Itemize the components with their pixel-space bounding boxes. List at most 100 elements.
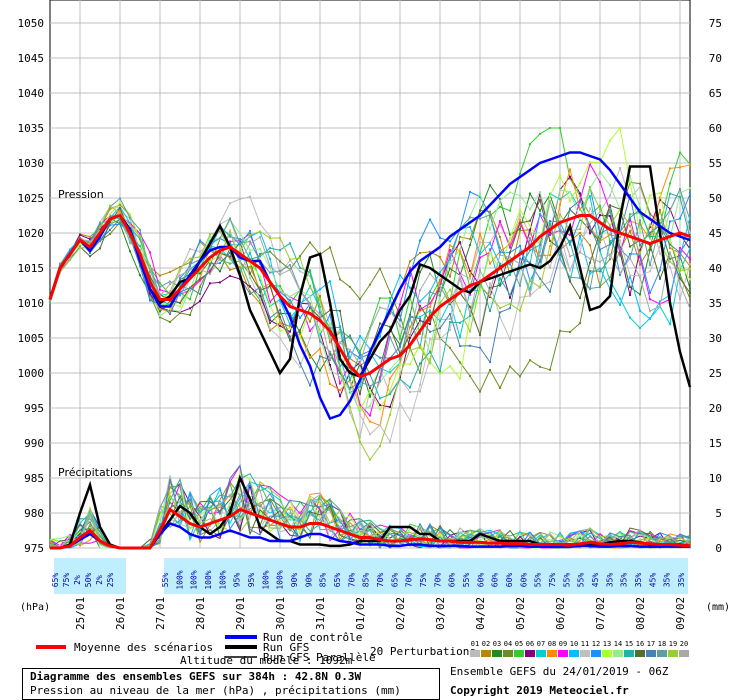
right-tick-label: 35 — [709, 297, 722, 310]
pressure-label: Pression — [58, 188, 104, 201]
perturbation-point — [379, 335, 381, 338]
perturbation-number: 01 — [471, 640, 479, 648]
perturbation-point — [319, 298, 321, 301]
precip-prob-label: 100% — [190, 570, 199, 589]
date-label: 07/02 — [594, 597, 607, 630]
perturbation-point — [619, 254, 621, 257]
perturbation-point — [649, 309, 651, 312]
perturbation-point — [389, 297, 391, 299]
perturbation-point — [169, 321, 171, 323]
perturbation-point — [649, 223, 651, 226]
perturbation-number: 11 — [581, 640, 589, 648]
perturbation-point — [279, 289, 281, 292]
perturbation-point — [199, 279, 201, 282]
perturbation-point — [179, 270, 181, 273]
perturbation-point — [229, 256, 231, 259]
perturbation-point — [629, 257, 631, 260]
perturbation-point — [229, 274, 231, 277]
precip-prob-label: 70% — [347, 573, 356, 588]
perturbation-point — [609, 233, 611, 236]
perturbation-point — [359, 298, 361, 301]
perturbation-point — [69, 257, 71, 260]
perturbation-point — [589, 163, 591, 166]
perturbation-point — [579, 199, 581, 202]
perturbation-point — [119, 197, 121, 200]
perturbation-point — [369, 373, 371, 376]
perturbation-point — [309, 286, 311, 289]
perturbation-point — [399, 337, 401, 340]
plot-background — [49, 0, 691, 549]
right-tick-label: 20 — [709, 402, 722, 415]
perturbation-point — [169, 302, 171, 305]
perturbation-point — [269, 329, 271, 332]
perturbation-point — [499, 206, 501, 208]
perturbation-point — [179, 293, 181, 296]
control-pressure-line — [48, 151, 691, 421]
perturbation-point — [319, 313, 321, 316]
perturbation-point — [229, 268, 231, 271]
perturbation-number: 18 — [658, 640, 666, 648]
perturbation-point — [429, 309, 431, 312]
perturbation-point — [319, 340, 321, 343]
perturbation-point — [299, 290, 301, 292]
perturbation-point — [619, 272, 621, 275]
precip-prob-label: 35% — [605, 573, 614, 588]
date-axis: 25/01 26/01 27/01 28/01 29/01 30/01 31/01 01/02… — [74, 597, 687, 630]
perturbation-point — [359, 392, 361, 395]
precip-prob-label: 70% — [405, 573, 414, 588]
perturbation-point — [499, 251, 501, 254]
perturbation-number: 05 — [515, 640, 523, 648]
right-tick-label: 75 — [709, 17, 722, 30]
precip-prob-label: 65% — [333, 573, 342, 588]
perturbation-point — [339, 325, 341, 328]
perturbation-point — [609, 276, 611, 279]
perturbation-point — [539, 365, 541, 368]
perturbation-point — [419, 315, 421, 318]
perturbation-point — [379, 322, 381, 325]
perturbation-point — [279, 316, 281, 318]
perturbation-point — [479, 290, 481, 292]
perturbation-point — [529, 261, 531, 264]
perturbation-number: 16 — [636, 640, 644, 648]
perturbation-point — [539, 212, 541, 215]
perturbation-point — [309, 306, 311, 309]
perturbation-point — [569, 233, 571, 236]
perturbation-point — [339, 309, 341, 312]
legend-control-label: Run de contrôle — [263, 631, 362, 644]
precip-prob-label: 35% — [634, 573, 643, 588]
perturbation-point — [689, 231, 691, 234]
perturbation-point — [469, 244, 471, 247]
perturbation-color-swatch — [668, 650, 678, 657]
perturbation-point — [229, 235, 231, 238]
perturbation-point — [359, 413, 361, 416]
footer-run-info: Ensemble GEFS du 24/01/2019 - 06Z — [450, 665, 669, 678]
perturbation-point — [499, 199, 501, 202]
perturbation-point — [259, 286, 261, 289]
perturbation-point — [329, 353, 331, 355]
perturbation-point — [469, 226, 471, 228]
perturbation-point — [599, 231, 601, 234]
precip-prob-label: 100% — [276, 570, 285, 589]
perturbation-point — [579, 243, 581, 246]
perturbation-point — [519, 244, 521, 247]
perturbation-point — [359, 350, 361, 353]
perturbation-point — [389, 371, 391, 374]
date-label: 27/01 — [154, 597, 167, 630]
precip-prob-label: 75% — [548, 573, 557, 588]
perturbation-point — [379, 367, 381, 370]
perturbation-point — [239, 247, 241, 250]
perturbation-point — [459, 278, 461, 281]
perturbation-point — [259, 236, 261, 239]
perturbation-point — [89, 235, 91, 238]
perturbation-point — [429, 305, 431, 308]
precip-prob-label: 90% — [304, 573, 313, 588]
perturbation-point — [519, 228, 521, 230]
perturbation-point — [389, 377, 391, 380]
perturbation-color-swatch — [558, 650, 568, 657]
perturbation-number: 14 — [614, 640, 622, 648]
perturbation-point — [319, 355, 321, 358]
perturbation-point — [159, 282, 161, 285]
perturbation-point — [679, 247, 681, 249]
perturbation-point — [409, 363, 411, 366]
perturbation-point — [509, 294, 511, 296]
